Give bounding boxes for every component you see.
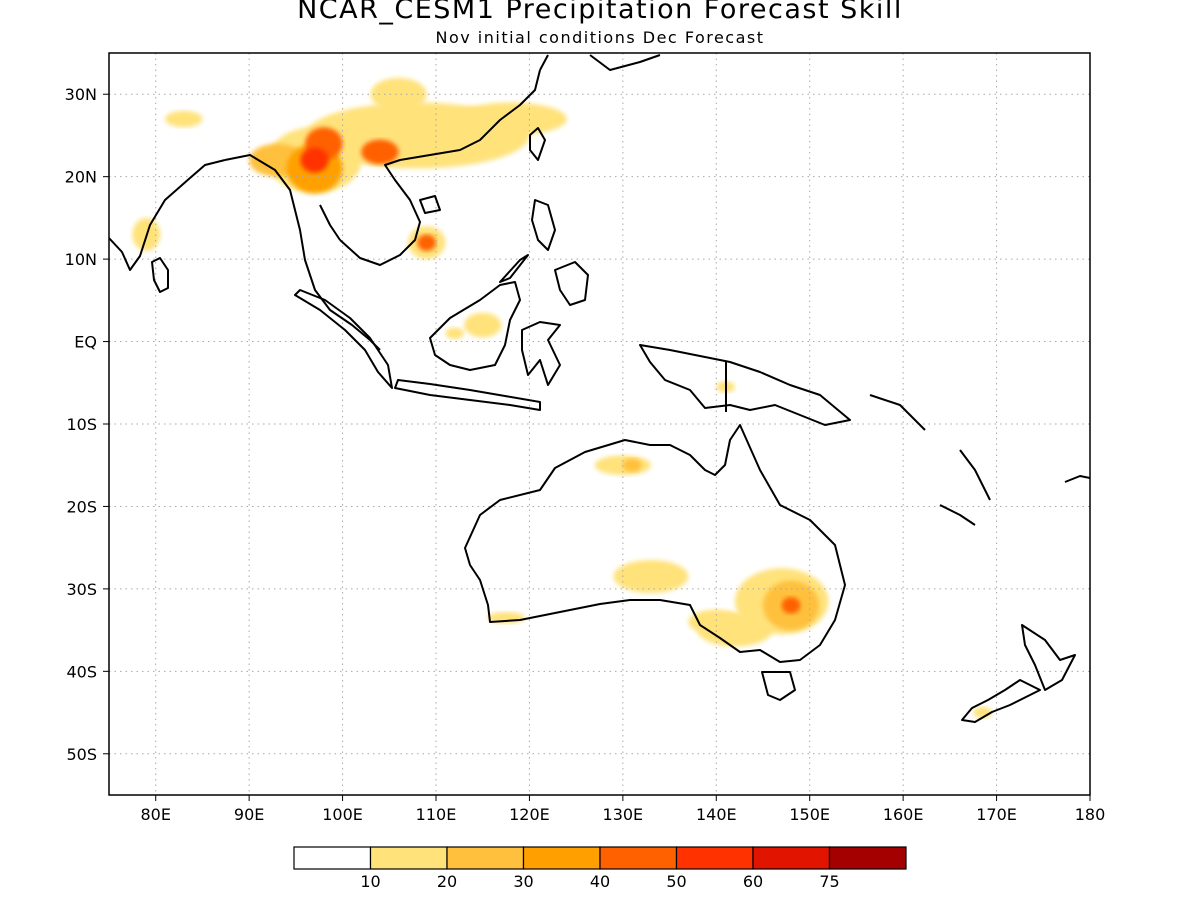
colorbar-label: 10 [360,872,380,891]
tick-label-lat: 40S [66,662,97,681]
skill-patch [417,234,436,251]
colorbar-swatch [293,846,372,870]
colorbar-label: 30 [513,872,533,891]
axis-ticks: 80E 90E 100E 110E 120E 130E 140E 150E 160E 170E 18… [65,85,1106,824]
coastline-sulawesi [521,321,561,386]
colorbar: 10 20 30 40 50 60 75 [293,846,907,891]
colorbar-swatch [369,846,448,870]
tick-label-lon: 110E [416,805,457,824]
coastline-australia [464,424,846,663]
colorbar-swatch [675,846,754,870]
coastline-luzon [531,199,556,251]
coastline-solomons [869,394,926,431]
coastline-mindanao [554,261,589,306]
skill-patch [613,560,689,594]
coastline-borneo [429,281,521,371]
skill-patch [464,312,502,338]
colorbar-swatch [599,846,678,870]
tick-label-lon: 100E [322,805,363,824]
coastline-tasmania [761,671,796,701]
map-subtitle: Nov initial conditions Dec Forecast [435,28,765,47]
colorbar-label: 50 [666,872,686,891]
tick-label-lat: 30S [66,580,97,599]
coastlines [109,54,1090,723]
coastline-nz-north [1021,624,1076,691]
tick-label-lat: 20N [65,168,97,187]
skill-patch [622,458,642,472]
skill-patch [370,77,427,111]
coastline-taiwan [529,127,546,161]
tick-label-lat: 20S [66,497,97,516]
coastline-fiji [1064,475,1090,483]
tick-label-lat: EQ [74,333,97,352]
tick-label-lon: 130E [603,805,644,824]
tick-label-lon: 140E [696,805,737,824]
coastline-java [394,379,541,411]
colorbar-label: 40 [590,872,610,891]
coastline-india [109,159,226,271]
tick-label-lon: 160E [883,805,924,824]
tick-label-lat: 10N [65,250,97,269]
coastline-sumatra [294,289,393,389]
coastline-palawan [499,254,529,283]
skill-patch [445,327,465,340]
gridlines [109,53,1090,795]
tick-label-lat: 10S [66,415,97,434]
colorbar-label: 20 [437,872,457,891]
coastline-hainan [419,195,441,214]
skill-shading [132,77,992,719]
coastline-sri-lanka [151,257,169,293]
colorbar-swatch [828,846,907,870]
coastline-gulf-thailand [319,204,341,241]
tick-label-lat: 30N [65,85,97,104]
tick-label-lon: 180 [1075,805,1106,824]
coastline-burma [224,154,381,351]
coastline-new-guinea [639,344,851,426]
skill-patch [454,102,567,136]
coastline-indochina [339,69,541,266]
colorbar-label: 60 [743,872,763,891]
coastline-japan [589,54,661,71]
tick-label-lon: 80E [140,805,170,824]
tick-label-lon: 150E [789,805,830,824]
colorbar-swatch [752,846,831,870]
skill-patch [781,597,801,614]
tick-label-lon: 120E [509,805,550,824]
tick-label-lat: 50S [66,745,97,764]
skill-patch [688,609,745,635]
tick-label-lon: 170E [976,805,1017,824]
colorbar-swatch [522,846,601,870]
map-title: NCAR_CESM1 Precipitation Forecast Skill [297,0,903,25]
coastline-china [539,54,549,71]
skill-patch [300,147,329,173]
skill-patch [361,139,399,165]
skill-patch [165,110,203,128]
coastline-nz-south [961,679,1041,723]
colorbar-label: 75 [819,872,839,891]
coastline-vanuatu [959,449,991,501]
coastline-new-caledonia [939,504,976,526]
colorbar-swatch [446,846,525,870]
tick-label-lon: 90E [234,805,264,824]
